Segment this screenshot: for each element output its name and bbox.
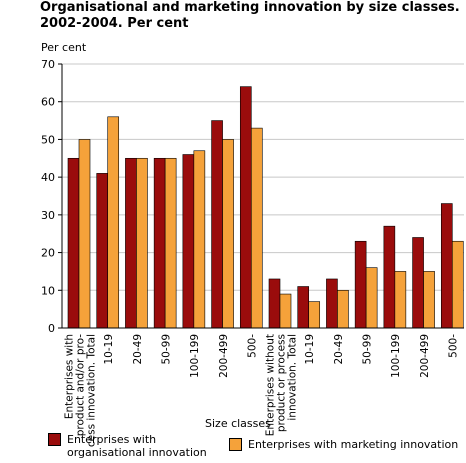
bar-organisational-12 bbox=[412, 237, 424, 329]
y-tick-label-20: 20 bbox=[41, 247, 55, 260]
x-tick-label-7-line-0: Enterprises without bbox=[264, 334, 276, 436]
y-tick-label-0: 0 bbox=[48, 322, 55, 335]
legend-label-organisational-line-1: Enterprises with bbox=[67, 433, 157, 446]
bar-marketing-4 bbox=[193, 150, 206, 329]
x-tick-label-9-line-0: 20-49 bbox=[333, 334, 345, 365]
x-tick-label-10: 50-99 bbox=[362, 334, 374, 365]
x-tick-label-5-line-0: 200-499 bbox=[218, 334, 230, 378]
bar-organisational-13 bbox=[440, 203, 453, 329]
x-tick-label-3: 50-99 bbox=[161, 334, 173, 365]
x-tick-label-7: Enterprises without product or process inn… bbox=[264, 334, 298, 436]
x-tick-label-4-line-0: 100-199 bbox=[189, 334, 201, 378]
bar-marketing-5 bbox=[222, 139, 234, 329]
bar-organisational-9 bbox=[326, 278, 338, 329]
y-tick-label-50: 50 bbox=[41, 133, 55, 146]
y-tick-label-10: 10 bbox=[41, 284, 55, 297]
bar-marketing-2 bbox=[136, 157, 148, 329]
x-tick-label-8-line-0: 10-19 bbox=[304, 334, 316, 365]
x-tick-label-5: 200-499 bbox=[218, 334, 230, 378]
y-axis-label: Per cent bbox=[41, 41, 87, 54]
y-tick-label-30: 30 bbox=[41, 209, 55, 222]
bar-marketing-8 bbox=[308, 301, 321, 329]
x-tick-label-12-line-0: 200-499 bbox=[419, 334, 431, 378]
bar-marketing-10 bbox=[365, 267, 378, 329]
x-tick-label-0-line-2: cess innovation. Total bbox=[85, 334, 97, 447]
legend-swatch-marketing bbox=[229, 438, 242, 451]
y-tick-label-60: 60 bbox=[41, 96, 55, 109]
x-tick-label-7-line-2: innovation. Total bbox=[286, 334, 298, 421]
x-tick-label-10-line-0: 50-99 bbox=[362, 334, 374, 365]
bar-marketing-12 bbox=[423, 271, 435, 329]
x-tick-label-1-line-0: 10-19 bbox=[103, 334, 115, 365]
legend-item-marketing: Enterprises with marketing innovation bbox=[229, 438, 458, 451]
x-tick-label-0-line-0: Enterprises with bbox=[63, 334, 75, 419]
bar-organisational-7 bbox=[268, 278, 281, 329]
legend-label-organisational-line-2: organisational innovation bbox=[67, 446, 207, 459]
x-tick-label-13-line-0: 500- bbox=[448, 334, 460, 358]
legend-swatch-organisational bbox=[48, 433, 61, 446]
x-tick-label-1: 10-19 bbox=[103, 334, 115, 365]
x-tick-label-6-line-0: 500- bbox=[247, 334, 259, 358]
x-tick-label-9: 20-49 bbox=[333, 334, 345, 365]
x-tick-label-2: 20-49 bbox=[132, 334, 144, 365]
bar-marketing-1 bbox=[107, 116, 120, 329]
bar-organisational-10 bbox=[354, 240, 367, 329]
y-tick-label-40: 40 bbox=[41, 171, 55, 184]
bar-organisational-11 bbox=[383, 225, 396, 329]
bar-organisational-6 bbox=[239, 86, 252, 329]
x-tick-label-11-line-0: 100-199 bbox=[390, 334, 402, 378]
bar-marketing-0 bbox=[78, 139, 91, 329]
x-tick-label-2-line-0: 20-49 bbox=[132, 334, 144, 365]
bar-organisational-2 bbox=[125, 157, 137, 329]
y-tick-label-70: 70 bbox=[41, 58, 55, 71]
legend-label-organisational: Enterprises with organisational innovati… bbox=[67, 433, 207, 459]
chart-title: Organisational and marketing innovation … bbox=[40, 0, 464, 32]
x-tick-label-8: 10-19 bbox=[304, 334, 316, 365]
chart-title-line-1: Organisational and marketing innovation … bbox=[40, 0, 460, 15]
x-axis-label: Size classes bbox=[205, 417, 271, 430]
legend-item-organisational: Enterprises with organisational innovati… bbox=[48, 433, 207, 459]
legend-label-marketing: Enterprises with marketing innovation bbox=[248, 438, 459, 451]
bar-organisational-0 bbox=[67, 157, 80, 329]
bar-marketing-3 bbox=[164, 157, 177, 329]
bar-organisational-3 bbox=[153, 157, 166, 329]
x-tick-label-6: 500- bbox=[247, 334, 259, 358]
bar-organisational-8 bbox=[297, 286, 310, 329]
x-tick-label-11: 100-199 bbox=[390, 334, 402, 378]
bar-organisational-5 bbox=[211, 120, 223, 329]
x-tick-label-3-line-0: 50-99 bbox=[161, 334, 173, 365]
bar-marketing-9 bbox=[337, 289, 349, 329]
chart-title-line-2: 2002-2004. Per cent bbox=[40, 16, 189, 31]
x-tick-label-7-line-1: product or process bbox=[275, 334, 287, 432]
bar-organisational-4 bbox=[182, 154, 195, 329]
bar-marketing-11 bbox=[394, 271, 407, 329]
bar-marketing-7 bbox=[279, 293, 292, 329]
x-tick-label-0: Enterprises with product and/or pro-cess … bbox=[63, 334, 97, 447]
bar-marketing-6 bbox=[250, 127, 263, 329]
bar-marketing-13 bbox=[451, 240, 464, 329]
x-tick-label-0-line-1: product and/or pro- bbox=[74, 334, 86, 436]
bar-organisational-1 bbox=[96, 173, 109, 329]
x-tick-label-4: 100-199 bbox=[189, 334, 201, 378]
x-tick-label-12: 200-499 bbox=[419, 334, 431, 378]
x-tick-label-13: 500- bbox=[448, 334, 460, 358]
